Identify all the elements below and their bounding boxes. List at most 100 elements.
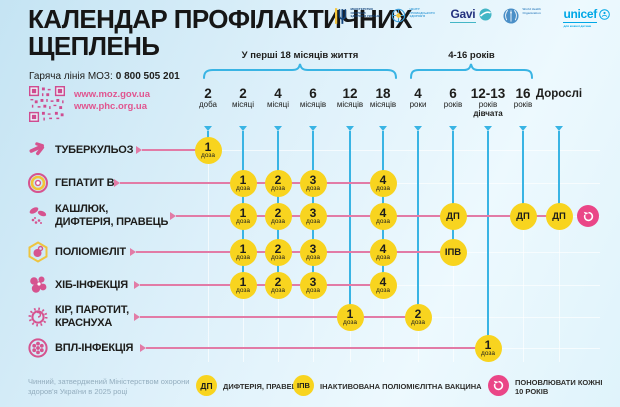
- row-label: КІР, ПАРОТИТ, КРАСНУХА: [55, 304, 129, 329]
- polio-icon: [28, 241, 48, 263]
- who-logo: World Health Organization: [503, 7, 552, 24]
- column-age-unit: роки: [409, 100, 427, 109]
- dose-word: доза: [201, 151, 215, 159]
- column-pin-icon: [379, 126, 387, 131]
- gavi-logo-rule: [450, 21, 477, 23]
- row-line-arrow-icon: [130, 248, 136, 256]
- row-label: КАШЛЮК, ДИФТЕРІЯ, ПРАВЕЦЬ: [55, 203, 169, 228]
- dose-number: 4: [379, 205, 387, 220]
- column-header: 4 місяці: [250, 86, 306, 109]
- dose-badge-dp: ДП: [439, 202, 467, 230]
- schedule-row-line: [142, 149, 208, 151]
- partner-logos: МІНІСТЕРСТВО ОХОРОНИ ЗДОРОВ'Я УКРАЇНИ ЦЕ…: [335, 7, 610, 28]
- dose-word: доза: [236, 184, 250, 192]
- column-pin-icon: [346, 126, 354, 131]
- column-pin-icon: [555, 126, 563, 131]
- column-header: 6 місяців: [285, 86, 341, 109]
- dose-number: 1: [204, 139, 212, 154]
- legend-ipv-badge: ІПВ: [293, 375, 314, 396]
- dose-word: доза: [271, 184, 285, 192]
- dose-word: доза: [306, 217, 320, 225]
- page-title: КАЛЕНДАР ПРОФІЛАКТИЧНИХ ЩЕПЛЕНЬ: [28, 6, 413, 60]
- phc-compass-icon: [392, 8, 406, 23]
- row-line-arrow-icon: [136, 146, 142, 154]
- dose-badge: 1 доза: [229, 169, 257, 197]
- legend-renew-badge: [488, 375, 509, 396]
- row-icon-wrap: [27, 337, 49, 359]
- dose-word: доза: [343, 318, 357, 326]
- row-icon-wrap: [27, 306, 49, 328]
- column-pin-icon: [239, 126, 247, 131]
- dose-badge: 1 доза: [474, 334, 502, 362]
- dose-badge: 1 доза: [336, 303, 364, 331]
- phc-logo: ЦЕНТР ГРОМАДСЬКОГО ЗДОРОВ'Я: [391, 7, 439, 23]
- hotline-label: Гаряча лінія МОЗ:: [29, 71, 113, 82]
- refresh-icon: [493, 380, 504, 391]
- dose-badge-dp: ДП: [545, 202, 573, 230]
- dose-number: 2: [414, 306, 422, 321]
- timeline-vertical-line: [452, 131, 454, 252]
- footnote: Чинний, затверджений Міністерством охоро…: [28, 377, 190, 396]
- trident-icon: [335, 8, 347, 24]
- dose-number: 3: [309, 172, 317, 187]
- schedule-row-line: [146, 347, 488, 349]
- column-pin-icon: [414, 126, 422, 131]
- legend-dp-label: ДИФТЕРІЯ, ПРАВЕЦЬ: [223, 382, 303, 391]
- row-icon-wrap: [27, 139, 49, 161]
- row-label: ГЕПАТИТ В: [55, 177, 115, 189]
- dose-badge: 4 доза: [369, 271, 397, 299]
- column-pin-icon: [204, 126, 212, 131]
- legend-ipv-label: ІНАКТИВОВАНА ПОЛІОМІЄЛІТНА ВАКЦИНА: [320, 382, 482, 391]
- dose-word: доза: [236, 217, 250, 225]
- row-line-arrow-icon: [114, 179, 120, 187]
- moz-logo-text: МІНІСТЕРСТВО ОХОРОНИ ЗДОРОВ'Я УКРАЇНИ: [350, 7, 380, 19]
- column-age-number: 12: [342, 86, 358, 101]
- grid-line-vertical: [522, 131, 524, 362]
- gavi-logo-text: Gavi: [450, 7, 476, 21]
- dose-badge: 3 доза: [299, 238, 327, 266]
- schedule-row-line: [140, 316, 418, 318]
- dose-badge: 2 доза: [264, 271, 292, 299]
- column-age-number: 6: [309, 86, 317, 101]
- column-age-number: 4: [414, 86, 422, 101]
- dose-word: доза: [376, 286, 390, 294]
- dose-badge: 1 доза: [229, 238, 257, 266]
- unicef-emblem-icon: [599, 8, 610, 20]
- column-age-number: 2: [204, 86, 212, 101]
- dose-number: 1: [346, 306, 354, 321]
- column-age-unit: місяці: [232, 100, 254, 109]
- row-label: ХІБ-ІНФЕКЦІЯ: [55, 279, 128, 291]
- website-phc[interactable]: www.phc.org.ua: [74, 101, 148, 112]
- grid-line-horizontal: [198, 149, 600, 151]
- dose-number: 4: [379, 241, 387, 256]
- gavi-globe-icon: [479, 8, 492, 21]
- dose-badge: 1 доза: [194, 136, 222, 164]
- schedule-row-line: [140, 284, 383, 286]
- column-pin-icon: [449, 126, 457, 131]
- dose-word: доза: [271, 286, 285, 294]
- dose-word: доза: [236, 286, 250, 294]
- dose-token: ДП: [446, 210, 460, 222]
- grid-line-vertical: [558, 131, 560, 362]
- column-age-number: 4: [274, 86, 282, 101]
- row-label: ПОЛІОМІЄЛІТ: [55, 246, 126, 258]
- dose-number: 3: [309, 241, 317, 256]
- dose-word: доза: [306, 253, 320, 261]
- phc-logo-text: ЦЕНТР ГРОМАДСЬКОГО ЗДОРОВ'Я: [409, 7, 435, 19]
- unicef-logo-text: unicef: [563, 7, 597, 21]
- row-label: ВПЛ-ІНФЕКЦІЯ: [55, 342, 134, 354]
- grid-line-vertical: [207, 131, 209, 362]
- dose-badge-ipv: ІПВ: [439, 238, 467, 266]
- dose-number: 2: [274, 172, 282, 187]
- website-moz[interactable]: www.moz.gov.ua: [74, 89, 151, 100]
- who-emblem-icon: [503, 8, 519, 24]
- qr-code-icon: [29, 86, 65, 122]
- dose-word: доза: [376, 184, 390, 192]
- dose-badge: 3 доза: [299, 202, 327, 230]
- column-header-adult-label: Дорослі: [535, 88, 583, 100]
- qr-code: [29, 86, 65, 127]
- dose-badge: 2 доза: [264, 202, 292, 230]
- column-age-unit: місяців: [299, 100, 327, 109]
- dose-word: доза: [271, 217, 285, 225]
